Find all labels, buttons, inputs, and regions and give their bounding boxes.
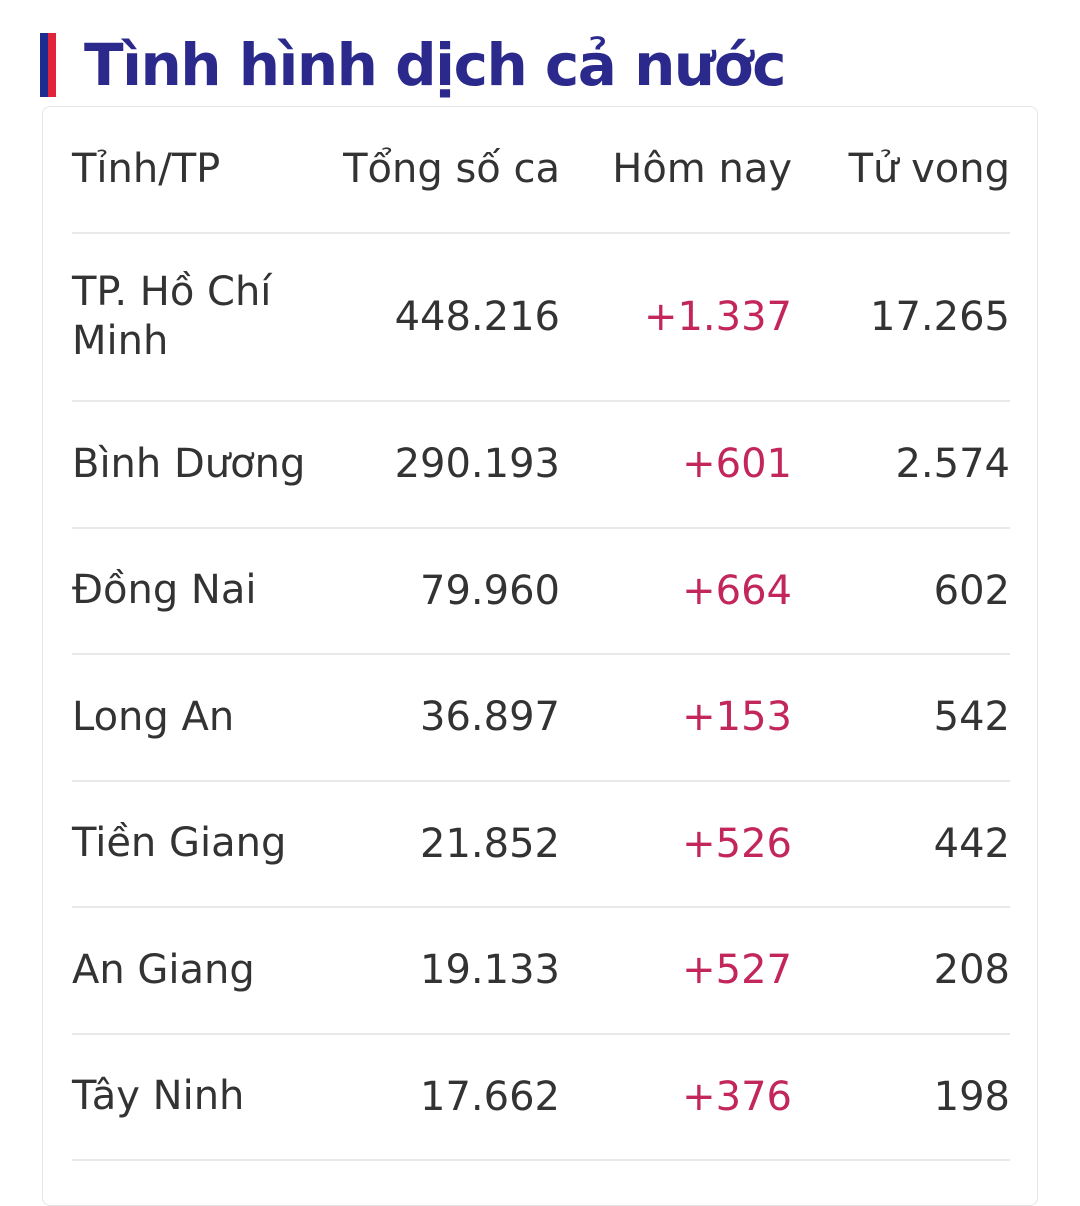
total-cases: 448.216 (394, 294, 560, 340)
deaths: 602 (933, 567, 1010, 614)
deaths: 2.574 (895, 441, 1010, 488)
total-cases: 290.193 (394, 441, 560, 488)
table-row[interactable]: Tây Ninh 17.662 +376 198 (72, 1035, 1010, 1161)
today-cases: +527 (682, 947, 792, 994)
province-name: Tây Ninh (72, 1073, 245, 1120)
today-cases: +526 (682, 820, 792, 867)
province-name: TP. Hồ Chí Minh (72, 269, 272, 364)
table-row[interactable]: Bình Dương 290.193 +601 2.574 (72, 402, 1010, 529)
deaths: 542 (933, 694, 1010, 741)
province-name: An Giang (72, 946, 255, 993)
title-accent-bar (40, 33, 56, 97)
today-cases: +153 (682, 694, 792, 741)
province-stats-table: Tỉnh/TP Tổng số ca Hôm nay Tử vong TP. H… (72, 106, 1010, 1161)
column-header-today[interactable]: Hôm nay (612, 146, 792, 192)
table-row[interactable]: Đồng Nai 79.960 +664 602 (72, 529, 1010, 655)
table-row[interactable]: An Giang 19.133 +527 208 (72, 908, 1010, 1035)
province-name: Long An (72, 693, 235, 740)
page-title: Tình hình dịch cả nước (84, 31, 786, 99)
total-cases: 19.133 (420, 947, 560, 994)
today-cases: +664 (682, 567, 792, 614)
province-name: Đồng Nai (72, 567, 257, 614)
deaths: 442 (933, 820, 1010, 867)
column-header-total[interactable]: Tổng số ca (343, 146, 560, 192)
column-header-deaths[interactable]: Tử vong (848, 146, 1010, 192)
province-name: Tiền Giang (72, 820, 287, 867)
accent-bar-red (48, 33, 56, 97)
column-header-province[interactable]: Tỉnh/TP (72, 145, 221, 192)
table-row[interactable]: TP. Hồ Chí Minh 448.216 +1.337 17.265 (72, 234, 1010, 402)
total-cases: 79.960 (420, 567, 560, 614)
total-cases: 21.852 (420, 820, 560, 867)
accent-bar-blue (40, 33, 48, 97)
deaths: 17.265 (870, 294, 1010, 340)
total-cases: 36.897 (420, 694, 560, 741)
deaths: 208 (933, 947, 1010, 994)
today-cases: +1.337 (643, 294, 792, 340)
today-cases: +376 (682, 1073, 792, 1120)
province-name: Bình Dương (72, 440, 306, 487)
table-row[interactable]: Long An 36.897 +153 542 (72, 655, 1010, 782)
total-cases: 17.662 (420, 1073, 560, 1120)
deaths: 198 (933, 1073, 1010, 1120)
table-row[interactable]: Tiền Giang 21.852 +526 442 (72, 782, 1010, 908)
section-header: Tình hình dịch cả nước (40, 30, 786, 100)
today-cases: +601 (682, 441, 792, 488)
table-header-row: Tỉnh/TP Tổng số ca Hôm nay Tử vong (72, 106, 1010, 234)
